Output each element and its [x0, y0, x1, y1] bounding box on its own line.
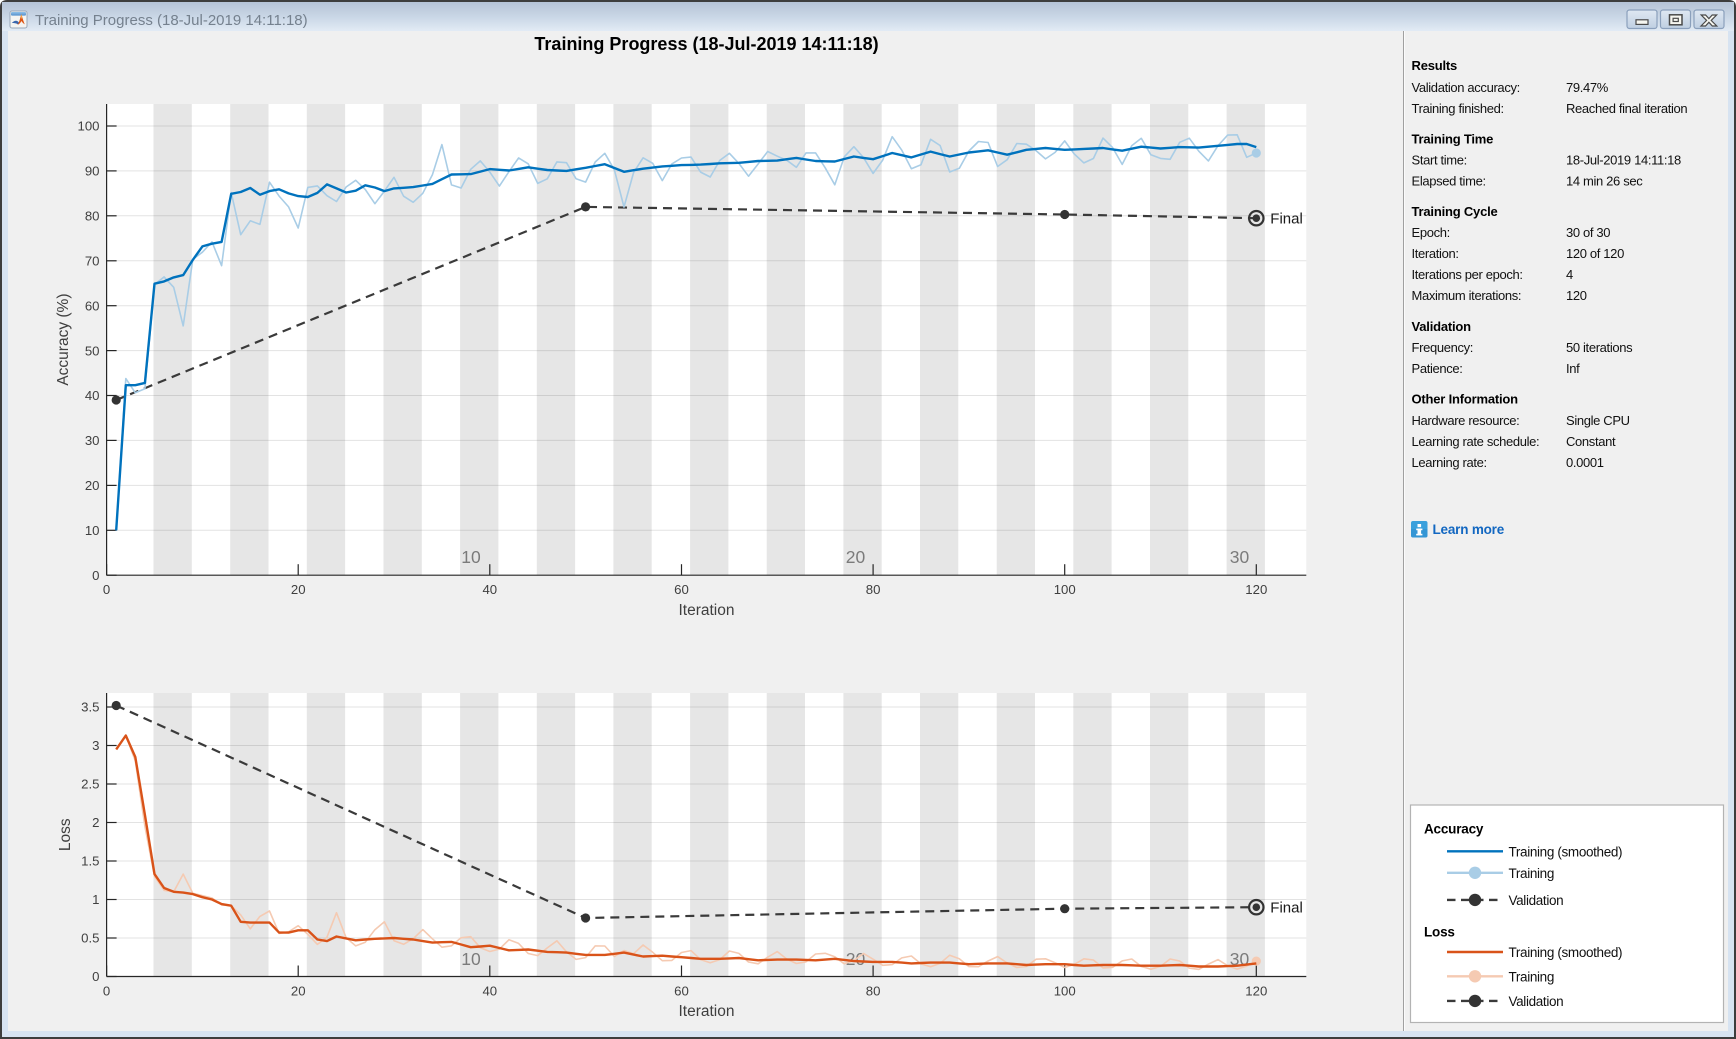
svg-text:0: 0	[92, 969, 99, 984]
svg-text:Iterations per epoch:: Iterations per epoch:	[1412, 267, 1523, 282]
svg-text:Loss: Loss	[57, 818, 74, 851]
svg-text:2: 2	[92, 815, 99, 830]
svg-text:30 of 30: 30 of 30	[1566, 225, 1610, 240]
svg-text:80: 80	[866, 582, 881, 597]
svg-text:100: 100	[77, 119, 99, 134]
svg-text:Training finished:: Training finished:	[1412, 101, 1504, 116]
svg-text:Results: Results	[1412, 58, 1458, 73]
svg-text:79.47%: 79.47%	[1566, 80, 1609, 95]
svg-text:0: 0	[103, 984, 110, 999]
svg-text:80: 80	[866, 984, 881, 999]
svg-text:10: 10	[85, 523, 100, 538]
svg-text:120: 120	[1245, 984, 1267, 999]
svg-text:Validation: Validation	[1412, 319, 1472, 334]
svg-text:Single CPU: Single CPU	[1566, 413, 1630, 428]
svg-text:Training (smoothed): Training (smoothed)	[1509, 945, 1623, 960]
svg-text:Epoch:: Epoch:	[1412, 225, 1450, 240]
svg-text:0.0001: 0.0001	[1566, 455, 1604, 470]
svg-text:20: 20	[846, 547, 866, 567]
svg-text:10: 10	[461, 547, 481, 567]
svg-text:50 iterations: 50 iterations	[1566, 340, 1633, 355]
svg-text:2.5: 2.5	[81, 777, 99, 792]
svg-text:30: 30	[1230, 547, 1250, 567]
svg-text:1.5: 1.5	[81, 854, 99, 869]
svg-text:3: 3	[92, 738, 99, 753]
svg-text:Iteration:: Iteration:	[1412, 246, 1459, 261]
svg-text:Learn more: Learn more	[1433, 522, 1505, 537]
svg-text:4: 4	[1566, 267, 1573, 282]
svg-text:Iteration: Iteration	[678, 602, 734, 619]
svg-text:20: 20	[85, 478, 100, 493]
svg-text:20: 20	[291, 984, 306, 999]
svg-text:50: 50	[85, 343, 100, 358]
svg-text:Training: Training	[1509, 969, 1554, 984]
svg-text:Learning rate:: Learning rate:	[1412, 455, 1487, 470]
svg-text:0: 0	[103, 582, 110, 597]
svg-text:Learning rate schedule:: Learning rate schedule:	[1412, 434, 1540, 449]
svg-text:Elapsed time:: Elapsed time:	[1412, 173, 1486, 188]
svg-text:Training Progress (18-Jul-2019: Training Progress (18-Jul-2019 14:11:18)	[534, 34, 878, 54]
svg-text:Patience:: Patience:	[1412, 361, 1463, 376]
svg-text:120: 120	[1566, 288, 1587, 303]
svg-text:Other Information: Other Information	[1412, 392, 1519, 407]
svg-text:90: 90	[85, 164, 100, 179]
svg-text:120 of 120: 120 of 120	[1566, 246, 1624, 261]
svg-text:Accuracy (%): Accuracy (%)	[55, 294, 72, 386]
svg-text:120: 120	[1245, 582, 1267, 597]
svg-text:1: 1	[92, 892, 99, 907]
svg-text:60: 60	[85, 298, 100, 313]
svg-text:Iteration: Iteration	[678, 1003, 734, 1020]
svg-text:Frequency:: Frequency:	[1412, 340, 1474, 355]
svg-text:Maximum iterations:: Maximum iterations:	[1412, 288, 1522, 303]
svg-text:70: 70	[85, 254, 100, 269]
svg-text:14 min 26 sec: 14 min 26 sec	[1566, 173, 1643, 188]
svg-text:Validation: Validation	[1509, 994, 1564, 1009]
svg-text:Training: Training	[1509, 866, 1554, 881]
svg-text:3.5: 3.5	[81, 700, 99, 715]
svg-text:100: 100	[1054, 582, 1076, 597]
svg-text:Validation accuracy:: Validation accuracy:	[1412, 80, 1520, 95]
svg-text:0.5: 0.5	[81, 931, 99, 946]
svg-text:40: 40	[482, 582, 497, 597]
svg-text:100: 100	[1054, 984, 1076, 999]
svg-text:Final: Final	[1270, 899, 1303, 916]
svg-text:Inf: Inf	[1566, 361, 1580, 376]
svg-text:Start time:: Start time:	[1412, 152, 1467, 167]
svg-text:80: 80	[85, 209, 100, 224]
svg-text:40: 40	[85, 388, 100, 403]
svg-text:Hardware resource:: Hardware resource:	[1412, 413, 1520, 428]
svg-text:20: 20	[291, 582, 306, 597]
svg-text:60: 60	[674, 984, 689, 999]
svg-text:60: 60	[674, 582, 689, 597]
svg-text:18-Jul-2019 14:11:18: 18-Jul-2019 14:11:18	[1566, 152, 1681, 167]
svg-text:Training (smoothed): Training (smoothed)	[1509, 844, 1623, 859]
svg-text:Constant: Constant	[1566, 434, 1616, 449]
svg-text:Loss: Loss	[1424, 925, 1455, 940]
svg-text:Accuracy: Accuracy	[1424, 822, 1484, 837]
svg-text:Training Time: Training Time	[1412, 131, 1494, 146]
svg-text:10: 10	[461, 949, 481, 969]
svg-text:0: 0	[92, 568, 99, 583]
svg-text:40: 40	[482, 984, 497, 999]
svg-text:30: 30	[85, 433, 100, 448]
svg-text:Training Cycle: Training Cycle	[1412, 204, 1498, 219]
svg-text:Reached final iteration: Reached final iteration	[1566, 101, 1687, 116]
svg-text:Training Progress (18-Jul-2019: Training Progress (18-Jul-2019 14:11:18)	[35, 12, 308, 29]
svg-text:Validation: Validation	[1509, 893, 1564, 908]
svg-text:Final: Final	[1270, 210, 1303, 227]
